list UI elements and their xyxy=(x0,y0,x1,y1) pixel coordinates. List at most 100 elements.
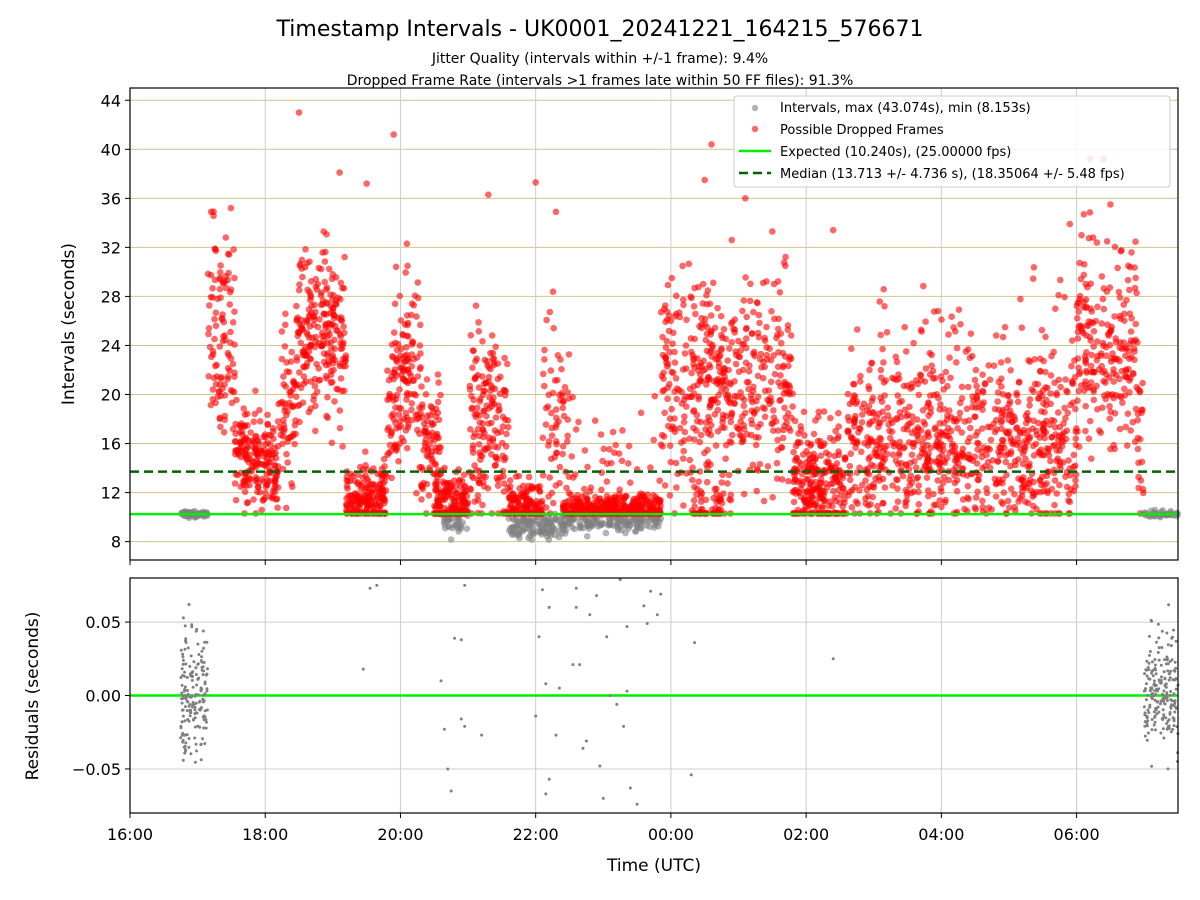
dropped-frame-outlier xyxy=(532,179,539,186)
dropped-frame-point xyxy=(1116,344,1124,352)
dropped-frame-point xyxy=(416,342,424,349)
dropped-frame-point xyxy=(1102,352,1110,360)
dropped-frame-point xyxy=(969,352,976,360)
dropped-frame-point xyxy=(877,461,885,469)
residual-point xyxy=(1151,674,1155,678)
dropped-frame-point xyxy=(494,482,502,490)
dropped-frame-point xyxy=(488,403,496,410)
dropped-frame-point xyxy=(856,424,863,432)
dropped-frame-point xyxy=(437,489,445,496)
dropped-frame-point xyxy=(972,413,979,421)
dropped-frame-point xyxy=(598,486,605,494)
dropped-frame-point xyxy=(998,436,1006,444)
dropped-frame-point xyxy=(1085,435,1093,443)
dropped-frame-point xyxy=(283,450,290,458)
dropped-frame-point xyxy=(512,473,520,480)
dropped-frame-point xyxy=(1082,402,1089,410)
dropped-frame-point xyxy=(542,421,550,428)
dropped-frame-point xyxy=(306,258,313,266)
dropped-frame-point xyxy=(696,468,704,475)
dropped-frame-point xyxy=(1085,234,1093,242)
residual-point xyxy=(205,720,208,724)
dropped-frame-point xyxy=(216,276,224,283)
dropped-frame-point xyxy=(1001,323,1009,331)
dropped-frame-point xyxy=(1056,447,1063,454)
dropped-frame-point xyxy=(906,403,913,411)
dropped-frame-point xyxy=(1030,452,1038,459)
dropped-frame-point xyxy=(1082,304,1089,312)
interval-point xyxy=(614,527,622,534)
dropped-frame-point xyxy=(964,346,972,353)
dropped-frame-point xyxy=(925,462,933,470)
dropped-frame-point xyxy=(495,407,502,415)
dropped-frame-point xyxy=(440,480,448,488)
dropped-frame-point xyxy=(680,296,687,304)
dropped-frame-point xyxy=(753,487,760,495)
residual-point xyxy=(625,689,629,693)
dropped-frame-point xyxy=(506,487,514,495)
residual-point xyxy=(547,605,551,609)
dropped-frame-point xyxy=(686,435,693,443)
y-tick-label: 12 xyxy=(101,484,121,503)
residual-point xyxy=(1169,730,1173,734)
dropped-frame-point xyxy=(930,490,937,498)
dropped-frame-point xyxy=(272,454,280,462)
dropped-frame-point xyxy=(886,427,893,435)
dropped-frame-point xyxy=(1116,339,1124,346)
dropped-frame-point xyxy=(328,439,336,447)
residual-point xyxy=(534,714,538,718)
dropped-frame-point xyxy=(418,404,426,411)
dropped-frame-point xyxy=(403,344,410,351)
residual-point xyxy=(185,709,189,713)
dropped-frame-point xyxy=(329,308,337,316)
residual-point xyxy=(200,665,204,669)
dropped-frame-point xyxy=(354,471,362,479)
dropped-frame-point xyxy=(211,335,218,343)
dropped-frame-point xyxy=(1017,295,1024,303)
dropped-frame-point xyxy=(726,438,734,445)
dropped-frame-point xyxy=(556,479,563,487)
dropped-frame-point xyxy=(1122,345,1130,353)
dropped-frame-point xyxy=(1018,324,1026,332)
dropped-frame-point xyxy=(784,322,792,329)
dropped-frame-point xyxy=(501,354,508,362)
dropped-frame-point xyxy=(1132,238,1139,245)
dropped-frame-point xyxy=(1100,377,1107,385)
dropped-frame-point xyxy=(237,483,245,491)
residual-point xyxy=(1153,663,1157,667)
residual-point xyxy=(1153,698,1157,702)
dropped-frame-point xyxy=(603,492,611,500)
dropped-frame-point xyxy=(324,333,331,340)
dropped-frame-point xyxy=(768,308,775,315)
residual-point xyxy=(1161,692,1164,696)
dropped-frame-point xyxy=(252,387,259,395)
dropped-frame-point xyxy=(878,398,886,406)
dropped-frame-point xyxy=(967,424,974,432)
dropped-frame-point xyxy=(500,488,508,495)
dropped-frame-point xyxy=(402,427,410,434)
dropped-frame-point xyxy=(690,360,697,368)
dropped-frame-point xyxy=(280,381,288,388)
dropped-frame-point xyxy=(483,412,490,420)
dropped-frame-point xyxy=(971,376,979,384)
dropped-frame-point xyxy=(749,461,757,469)
interval-point xyxy=(621,518,628,526)
residual-point xyxy=(1173,700,1177,704)
residual-point xyxy=(1162,736,1166,740)
dropped-frame-point xyxy=(929,367,937,375)
dropped-frame-point xyxy=(300,373,308,380)
dropped-frame-point xyxy=(338,317,346,325)
dropped-frame-point xyxy=(330,292,337,299)
dropped-frame-point xyxy=(450,477,458,484)
dropped-frame-point xyxy=(774,446,782,454)
dropped-frame-point xyxy=(1055,376,1063,384)
y-tick-label: 20 xyxy=(101,385,121,404)
dropped-frame-point xyxy=(431,471,439,478)
dropped-frame-point xyxy=(927,444,934,452)
dropped-frame-point xyxy=(1101,367,1108,375)
dropped-frame-point xyxy=(735,353,743,360)
dropped-frame-point xyxy=(242,451,250,458)
dropped-frame-point xyxy=(697,498,705,506)
y-tick-label: 40 xyxy=(101,140,121,159)
residual-point xyxy=(645,622,649,626)
